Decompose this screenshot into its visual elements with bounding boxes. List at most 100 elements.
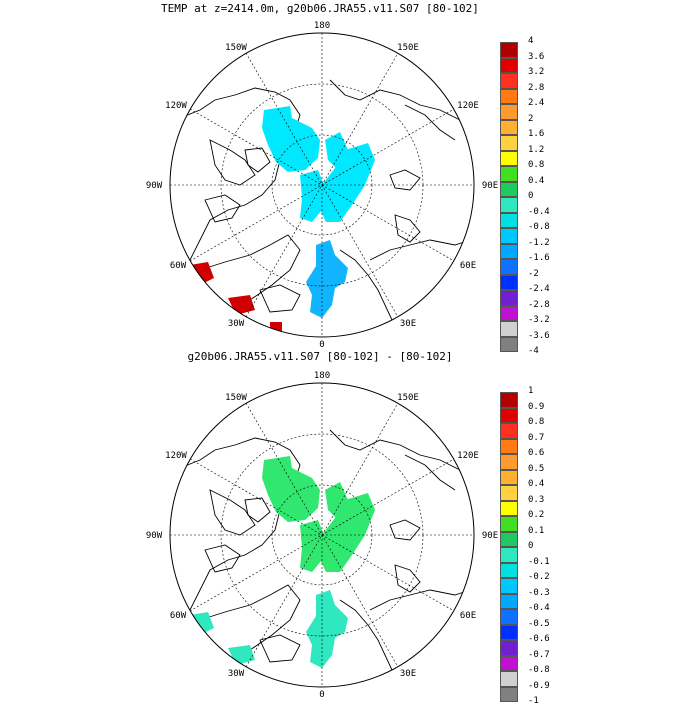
colorbar-cell: [500, 150, 518, 166]
colorbar-cell: [500, 166, 518, 182]
colorbar-cell: [500, 57, 518, 73]
longitude-label: 90E: [482, 181, 498, 191]
colorbar-tick-label: -1.2: [528, 237, 550, 248]
colorbar-cell: [500, 500, 518, 516]
colorbar-tick-label: -2: [528, 268, 539, 279]
longitude-label: 0: [319, 690, 324, 700]
colorbar-cell: [500, 274, 518, 290]
colorbar-cell: [500, 305, 518, 321]
colorbar-tick-label: 1: [528, 386, 534, 396]
colorbar-tick-label: 0.4: [528, 479, 545, 489]
colorbar-tick-label: 0.9: [528, 401, 545, 412]
colorbar-cell: [500, 104, 518, 120]
map-border: [169, 382, 475, 688]
panel-2-title: g20b06.JRA55.v11.S07 [80-102] - [80-102]: [187, 350, 453, 363]
colorbar-tick-label: 0: [528, 541, 534, 551]
colorbar-tick-label: -0.3: [528, 587, 550, 598]
colorbar-tick-label: 1.2: [528, 144, 545, 155]
colorbar-cell: [500, 243, 518, 259]
longitude-label: 180: [314, 371, 330, 381]
colorbar-cell: [500, 197, 518, 213]
colorbar-tick-label: 0.6: [528, 448, 545, 458]
colorbar-cell: [500, 119, 518, 135]
colorbar-cell: [500, 438, 518, 454]
colorbar-tick-label: -0.4: [528, 206, 550, 217]
graticule: [170, 33, 474, 337]
colorbar-cell: [500, 407, 518, 423]
colorbar-tick-label: -0.1: [528, 556, 550, 567]
longitude-label: 120E: [457, 101, 479, 111]
colorbar-tick-label: -3.2: [528, 315, 550, 325]
longitude-label: 30W: [228, 319, 245, 329]
longitude-label: 150W: [225, 393, 247, 403]
longitude-label: 30E: [400, 319, 416, 329]
colorbar-tick-label: -0.9: [528, 680, 550, 691]
polar-map-temp: 180 150E 120E 90E 60E 30E 0 30W 60W 90W 120W 150W: [146, 21, 498, 350]
panel-1-title: TEMP at z=2414.0m, g20b06.JRA55.v11.S07 …: [161, 2, 479, 15]
colorbar-tick-label: 4: [528, 36, 534, 46]
colorbar-cell: [500, 578, 518, 594]
colorbar-cell: [500, 593, 518, 609]
colorbar-tick-label: -2.8: [528, 299, 550, 310]
longitude-label: 60E: [460, 261, 476, 271]
colorbar-cell: [500, 88, 518, 104]
longitude-label: 60E: [460, 611, 476, 621]
data-shading: [190, 106, 375, 332]
colorbar-tick-label: -0.6: [528, 634, 550, 644]
colorbar-tick-label: 1.6: [528, 129, 545, 139]
colorbar-cell: [500, 531, 518, 547]
longitude-label: 0: [319, 340, 324, 350]
colorbar-tick-label: 2: [528, 113, 534, 124]
longitude-label: 120W: [165, 451, 187, 461]
longitude-labels: 180 150E 120E 90E 60E 30E 0 30W 60W 90W 120W 150W: [146, 371, 498, 700]
colorbar-tick-label: 0.8: [528, 160, 545, 170]
colorbar-tick-label: -0.7: [528, 649, 550, 660]
colorbar-cell: [500, 423, 518, 439]
colorbar-cell: [500, 454, 518, 470]
colorbar-cell: [500, 321, 518, 337]
longitude-label: 180: [314, 21, 330, 31]
longitude-label: 120W: [165, 101, 187, 111]
colorbar-cell: [500, 135, 518, 151]
longitude-label: 90W: [146, 181, 163, 191]
colorbar-tick-label: -0.5: [528, 618, 550, 629]
colorbar-cell: [500, 469, 518, 485]
colorbar-cell: [500, 336, 518, 352]
colorbar-tick-label: 0.5: [528, 463, 545, 474]
colorbar-tick-label: 3.6: [528, 51, 545, 62]
longitude-label: 120E: [457, 451, 479, 461]
colorbar-tick-label: 0.7: [528, 432, 545, 443]
colorbar-cell: [500, 290, 518, 306]
longitude-label: 60W: [170, 261, 187, 271]
colorbar-2: [500, 392, 518, 702]
colorbar-1: [500, 42, 518, 352]
colorbar-tick-label: -3.6: [528, 330, 550, 341]
colorbar-tick-label: 3.2: [528, 67, 545, 77]
colorbar-tick-label: 2.8: [528, 82, 545, 93]
colorbar-cell: [500, 624, 518, 640]
colorbar-cell: [500, 655, 518, 671]
polar-map-difference: 180 150E 120E 90E 60E 30E 0 30W 60W 90W 120W 150W: [146, 371, 498, 700]
colorbar-cell: [500, 181, 518, 197]
colorbar-cell: [500, 485, 518, 501]
colorbar-cell: [500, 392, 518, 408]
colorbar-cell: [500, 671, 518, 687]
colorbar-tick-label: -4: [528, 346, 539, 356]
colorbar-cell: [500, 259, 518, 275]
colorbar-tick-label: -2.4: [528, 284, 550, 294]
longitude-label: 150E: [397, 393, 419, 403]
longitude-label: 90E: [482, 531, 498, 541]
colorbar-tick-label: 2.4: [528, 98, 545, 108]
colorbar-cell: [500, 516, 518, 532]
colorbar-tick-label: 0.8: [528, 417, 545, 427]
colorbar-cell: [500, 640, 518, 656]
colorbar-tick-label: -1.6: [528, 253, 550, 263]
longitude-label: 30W: [228, 669, 245, 679]
longitude-labels: 180 150E 120E 90E 60E 30E 0 30W 60W 90W 120W 150W: [146, 21, 498, 350]
colorbar-tick-label: -1: [528, 696, 539, 706]
longitude-label: 90W: [146, 531, 163, 541]
colorbar-cell: [500, 562, 518, 578]
colorbar-cell: [500, 547, 518, 563]
colorbar-tick-label: -0.4: [528, 603, 550, 613]
colorbar-tick-label: 0: [528, 191, 534, 201]
